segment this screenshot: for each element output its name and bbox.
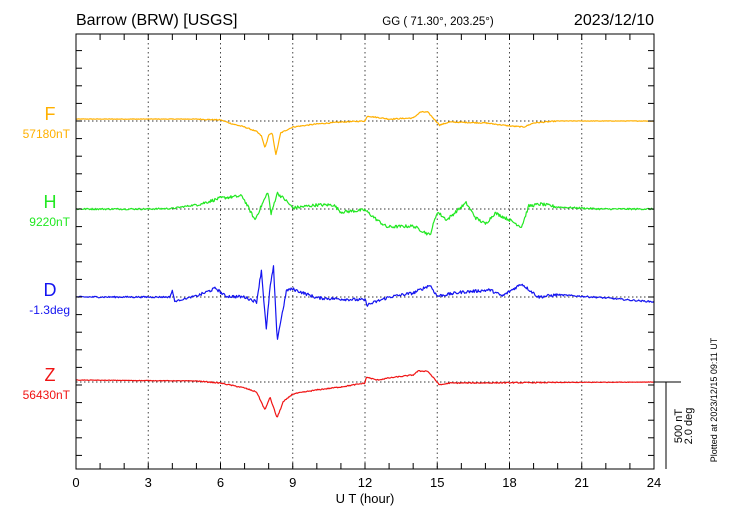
trace-f [75, 110, 655, 156]
x-tick-labels: 0 3 6 9 12 15 18 21 24 [72, 475, 661, 490]
axis-ticks [75, 34, 655, 469]
x-axis-label: U T (hour) [336, 491, 395, 506]
trace-h [75, 191, 655, 236]
plotted-at-note: Plotted at 2023/12/15 09:11 UT [709, 337, 719, 462]
x-tick-label: 18 [502, 475, 516, 490]
series-baseline-d: -1.3deg [29, 303, 70, 317]
grid [76, 34, 654, 469]
x-tick-label: 21 [575, 475, 589, 490]
series-name-z: Z [45, 365, 56, 385]
x-tick-label: 0 [72, 475, 79, 490]
trace-z [75, 370, 655, 418]
series-baseline-h: 9220nT [29, 215, 70, 229]
scale-nT-label: 500 nT [673, 409, 685, 444]
series-baseline-f: 57180nT [23, 127, 71, 141]
x-tick-label: 15 [430, 475, 444, 490]
series-baseline-z: 56430nT [23, 388, 71, 402]
series-labels: F 57180nT H 9220nT D -1.3deg Z 56430nT [23, 104, 71, 402]
scale-deg-label: 2.0 deg [683, 408, 695, 445]
scale-bar: 500 nT 2.0 deg [654, 381, 695, 469]
traces [75, 110, 655, 418]
trace-d [75, 265, 655, 340]
series-name-h: H [44, 192, 57, 212]
plot-date: 2023/12/10 [574, 12, 654, 29]
series-name-f: F [45, 104, 56, 124]
x-tick-label: 12 [358, 475, 372, 490]
x-tick-label: 9 [289, 475, 296, 490]
station-title: Barrow (BRW) [USGS] [76, 12, 238, 29]
station-coordinates: GG ( 71.30°, 203.25°) [382, 16, 494, 28]
x-tick-label: 6 [217, 475, 224, 490]
series-name-d: D [44, 280, 57, 300]
x-tick-label: 24 [647, 475, 661, 490]
x-tick-label: 3 [145, 475, 152, 490]
